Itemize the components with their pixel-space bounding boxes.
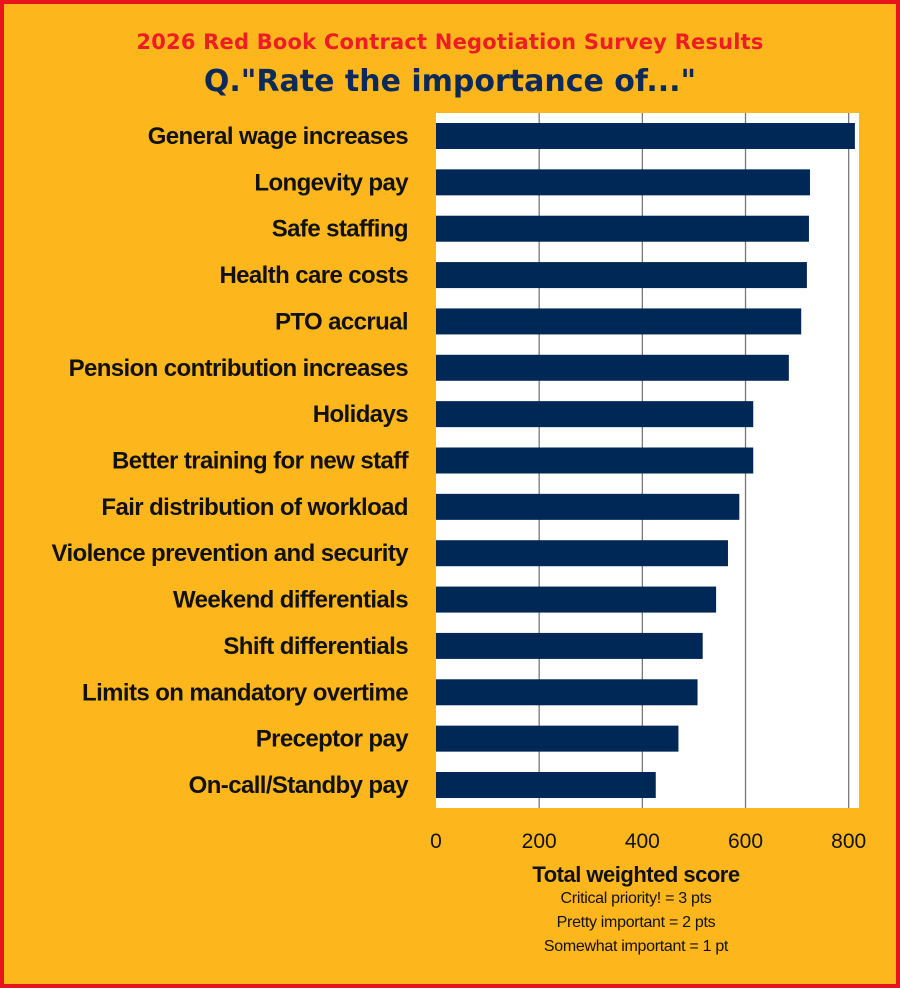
x-axis-note: Pretty important = 2 pts bbox=[556, 914, 716, 931]
x-tick-label: 800 bbox=[831, 830, 866, 853]
category-label: Limits on mandatory overtime bbox=[82, 679, 408, 706]
bar bbox=[436, 262, 807, 289]
chart-subtitle: Q."Rate the importance of..." bbox=[203, 64, 697, 99]
category-label: General wage increases bbox=[148, 123, 409, 150]
category-label: Pension contribution increases bbox=[69, 355, 409, 382]
bar bbox=[436, 632, 703, 659]
bar bbox=[436, 772, 656, 798]
x-axis-label: Total weighted score bbox=[532, 862, 740, 887]
bar bbox=[436, 679, 698, 706]
category-label: Weekend differentials bbox=[173, 587, 408, 614]
bar bbox=[436, 401, 754, 428]
bar bbox=[436, 725, 679, 752]
category-label: Holidays bbox=[313, 401, 408, 428]
bar bbox=[436, 215, 809, 242]
bar bbox=[436, 169, 810, 196]
bar bbox=[436, 586, 717, 613]
x-tick-label: 400 bbox=[625, 830, 660, 853]
category-label: Shift differentials bbox=[223, 633, 408, 660]
x-tick-label: 600 bbox=[728, 830, 763, 853]
category-label: Health care costs bbox=[219, 262, 408, 289]
category-label: On-call/Standby pay bbox=[189, 772, 410, 799]
category-label: Fair distribution of workload bbox=[101, 494, 408, 521]
bar bbox=[436, 123, 855, 149]
category-label: PTO accrual bbox=[275, 308, 408, 335]
chart-title: 2026 Red Book Contract Negotiation Surve… bbox=[136, 30, 764, 54]
category-label: Violence prevention and security bbox=[52, 540, 410, 567]
x-axis-note: Critical priority! = 3 pts bbox=[560, 890, 712, 907]
category-label: Better training for new staff bbox=[112, 448, 410, 475]
x-tick-label: 200 bbox=[522, 830, 557, 853]
category-label: Safe staffing bbox=[272, 216, 408, 243]
x-tick-label: 0 bbox=[430, 830, 442, 853]
category-label: Longevity pay bbox=[254, 169, 409, 196]
bar bbox=[436, 308, 802, 335]
bar-chart: 0 200 400 600 800 General wage increases Longe… bbox=[52, 113, 866, 853]
bar bbox=[436, 493, 740, 520]
x-axis-note: Somewhat important = 1 pt bbox=[543, 938, 729, 955]
bar bbox=[436, 540, 728, 567]
category-label: Preceptor pay bbox=[256, 726, 410, 753]
bar bbox=[436, 447, 754, 474]
bar bbox=[436, 354, 789, 381]
